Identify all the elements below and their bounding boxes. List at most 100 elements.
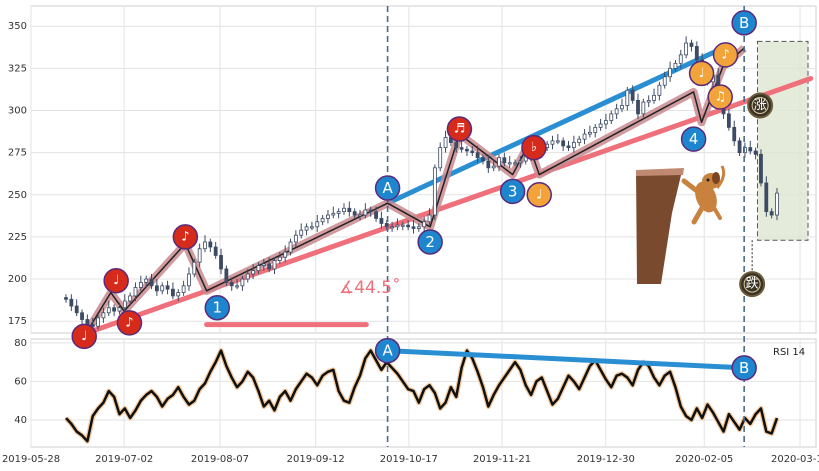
vertical-markers — [386, 6, 745, 447]
candle — [256, 262, 261, 275]
candle — [609, 110, 614, 124]
pattern-label: 1 — [204, 294, 231, 321]
candle — [411, 220, 416, 234]
candle — [694, 41, 699, 64]
candle — [673, 59, 678, 72]
x-tick-label: 2019-08-07 — [191, 454, 249, 465]
candle-body — [657, 84, 662, 96]
candle-body — [192, 261, 197, 275]
candle-body — [256, 265, 261, 272]
note-marker-text: ♪ — [721, 47, 729, 62]
pattern-label: 4 — [680, 126, 707, 152]
note-marker: ♩ — [103, 267, 129, 294]
rsi-pattern-label-text: A — [382, 342, 393, 360]
candle-body — [465, 148, 469, 152]
candle — [69, 294, 74, 312]
candle — [662, 71, 667, 89]
candle-body — [726, 113, 731, 128]
candle-body — [775, 192, 779, 216]
candle — [288, 238, 293, 256]
candle — [465, 145, 469, 157]
candle-body — [422, 221, 427, 228]
candle-body — [165, 285, 170, 290]
price-y-tick-label: 175 — [8, 316, 27, 327]
dog-climbing-cliff-icon — [636, 165, 726, 284]
pattern-label-circle — [374, 175, 401, 201]
pattern-label-circle — [731, 10, 757, 36]
note-marker: ♬ — [446, 116, 473, 142]
candle-body — [331, 212, 336, 216]
candle — [379, 211, 384, 229]
candle-body — [748, 147, 753, 152]
candle — [160, 282, 165, 295]
candle — [641, 98, 646, 118]
candle-body — [304, 226, 309, 231]
candle-body — [133, 287, 138, 297]
candle-body — [181, 285, 186, 293]
candle-body — [598, 123, 603, 128]
note-marker: ♩ — [71, 323, 97, 350]
candle-body — [630, 89, 635, 101]
rsi-pattern-label-circle — [374, 337, 401, 364]
candle — [213, 241, 218, 259]
candle — [775, 188, 779, 221]
candle — [224, 265, 229, 286]
note-marker-circle — [521, 134, 547, 161]
candle — [491, 159, 496, 172]
candle — [566, 140, 571, 151]
candle — [753, 147, 758, 160]
candle-body — [454, 142, 459, 148]
candle-body — [149, 278, 154, 287]
candle — [326, 209, 330, 224]
pattern-labels: A B 1 2 3 4 — [204, 10, 757, 321]
price-y-tick-label: 275 — [8, 148, 27, 159]
candle — [652, 88, 656, 104]
candle-body — [641, 101, 646, 115]
candle — [128, 292, 133, 305]
candle-body — [390, 226, 394, 229]
candle-body — [470, 150, 475, 154]
candle — [598, 118, 603, 131]
candle-body — [561, 140, 566, 147]
candle-body — [491, 165, 496, 169]
candle — [299, 223, 304, 239]
x-tick-label: 2019-07-02 — [95, 454, 153, 465]
candle-body — [732, 126, 737, 142]
candle-body — [379, 217, 384, 224]
x-tick-label: 2019-05-28 — [2, 454, 60, 465]
candle-body — [368, 209, 373, 213]
candle — [459, 140, 464, 153]
angle-label: ∡44.5˚ — [339, 277, 401, 298]
candle-body — [235, 285, 239, 288]
candle-body — [315, 221, 320, 228]
event-ring — [743, 275, 761, 293]
candle-body — [112, 307, 117, 312]
note-marker-text: ♫ — [714, 90, 726, 105]
x-tick-label: 2019-10-17 — [380, 454, 438, 465]
candle-body — [764, 182, 769, 213]
candle — [507, 156, 512, 168]
candle-body — [74, 305, 79, 314]
note-marker-text: ♩ — [113, 273, 119, 288]
candle — [587, 125, 592, 138]
candle — [737, 137, 742, 157]
candle-body — [400, 224, 405, 227]
candle-body — [582, 133, 587, 140]
candle-body — [587, 132, 592, 135]
price-y-tick-label: 300 — [8, 106, 27, 117]
note-marker-circle — [172, 224, 199, 250]
candle-body — [245, 273, 250, 280]
candle-body — [646, 99, 651, 103]
note-marker-circle — [103, 267, 129, 294]
event-text: 涨 — [754, 98, 767, 113]
candle — [171, 282, 175, 300]
rsi-pattern-label: A — [374, 337, 401, 364]
candle — [74, 299, 79, 317]
candle — [240, 275, 245, 291]
candle — [502, 152, 507, 167]
candle-body — [187, 273, 191, 287]
candle-body — [662, 76, 667, 86]
note-marker-text: ♩ — [536, 187, 542, 202]
candle-body — [171, 288, 175, 297]
candle — [438, 142, 443, 172]
